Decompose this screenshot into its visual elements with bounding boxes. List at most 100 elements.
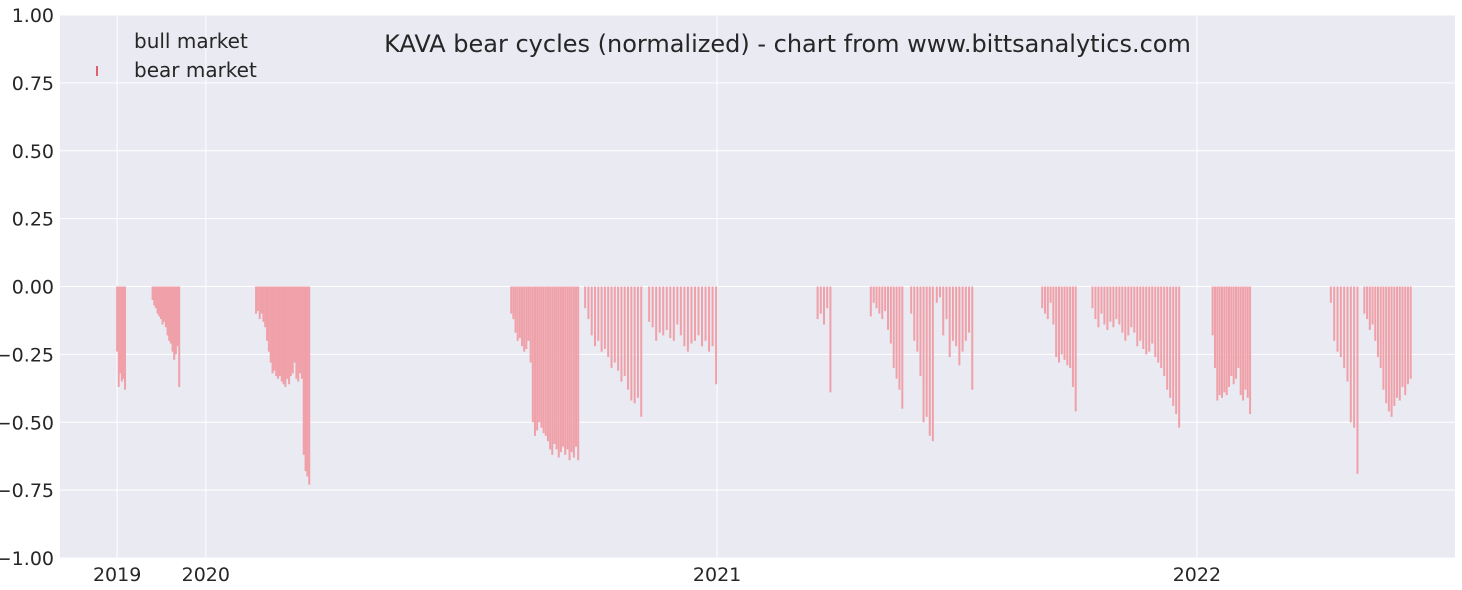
bear-bar: [1368, 286, 1371, 330]
bear-bar: [886, 286, 889, 330]
bear-bar: [1221, 286, 1224, 398]
bear-bar: [1239, 286, 1242, 396]
bear-bar: [1387, 286, 1390, 412]
bear-bar: [704, 286, 707, 341]
bear-bar: [648, 286, 651, 322]
bear-bar: [1069, 286, 1072, 368]
bear-bar: [255, 286, 258, 314]
bear-bar: [945, 286, 948, 320]
bear-bar: [533, 286, 536, 436]
bear-bar: [683, 286, 686, 347]
bear-bar: [676, 286, 679, 325]
y-tick-label: −1.00: [0, 548, 54, 570]
bear-bar: [282, 286, 285, 385]
bear-bar: [1246, 286, 1249, 398]
bear-bar: [655, 286, 658, 341]
y-tick-label: 0.00: [12, 277, 54, 299]
bear-bar: [1376, 286, 1379, 358]
bear-bar: [302, 286, 305, 455]
bear-bar: [701, 286, 704, 347]
bear-bar: [286, 286, 289, 379]
y-axis: 1.00 0.75 0.50 0.25 0.00 −0.25 −0.50 −0.75 −1.00: [0, 5, 54, 570]
bear-bar: [262, 286, 265, 322]
bear-bar: [633, 286, 636, 404]
bear-bar: [271, 286, 274, 374]
bear-bar: [572, 286, 575, 458]
bear-bar: [555, 286, 558, 450]
x-tick-label: 2019: [93, 564, 141, 586]
bear-bar: [1175, 286, 1178, 415]
bear-bar: [295, 286, 298, 379]
bear-bar: [1091, 286, 1094, 309]
bear-bar: [875, 286, 878, 309]
bear-bar: [971, 286, 974, 390]
bear-bar: [1374, 286, 1377, 341]
bear-bar: [562, 286, 565, 447]
bear-bar: [1071, 286, 1074, 387]
bear-bar: [617, 286, 620, 371]
bear-bar: [1379, 286, 1382, 368]
bear-bar: [300, 286, 303, 379]
bear-bar: [1124, 286, 1127, 341]
bear-bar: [1382, 286, 1385, 390]
bear-bar: [910, 286, 913, 314]
bear-bar: [590, 286, 593, 336]
bear-bar: [1136, 286, 1139, 347]
bear-bar: [715, 286, 718, 385]
bear-bar: [693, 286, 696, 341]
bear-bar: [1049, 286, 1052, 303]
bear-bar: [672, 286, 675, 341]
bear-bar: [1396, 286, 1399, 398]
bear-bar: [1404, 286, 1407, 396]
bear-bar: [651, 286, 654, 328]
bear-bar: [1242, 286, 1245, 401]
bear-bar: [546, 286, 549, 442]
legend: bull market bear market: [96, 29, 257, 82]
bear-bar: [1223, 286, 1226, 393]
bear-bar: [544, 286, 547, 436]
bear-bar: [168, 286, 171, 341]
bear-bar: [961, 286, 964, 352]
bear-bar: [258, 286, 261, 320]
bear-bar: [1112, 286, 1115, 328]
bear-bar: [299, 286, 302, 374]
bear-bar: [1130, 286, 1133, 328]
bear-bar: [1106, 286, 1109, 330]
bear-bar: [1074, 286, 1077, 412]
bear-bar: [711, 286, 714, 347]
bear-bar: [1169, 286, 1172, 398]
bear-bar: [1157, 286, 1160, 363]
bear-bar: [1228, 286, 1231, 387]
bear-bar: [1151, 286, 1154, 344]
bear-bar: [1232, 286, 1235, 385]
bear-bar: [872, 286, 875, 303]
bear-bar: [1211, 286, 1214, 336]
bear-bar: [1046, 286, 1049, 320]
bear-bar: [658, 286, 661, 333]
bear-bars: [116, 286, 1412, 485]
bear-bar: [549, 286, 552, 450]
bear-bar: [1145, 286, 1148, 355]
bear-bar: [1109, 286, 1112, 322]
bear-bar: [942, 286, 945, 336]
bear-bar: [1063, 286, 1066, 360]
bear-bar: [686, 286, 689, 352]
bear-bar: [913, 286, 916, 341]
bear-bar: [570, 286, 573, 453]
bear-bar: [275, 286, 278, 377]
bear-bar: [928, 286, 931, 436]
bear-bar: [1366, 286, 1369, 320]
bear-bar: [297, 286, 300, 382]
bear-bar: [308, 286, 311, 485]
bear-bar: [968, 286, 971, 333]
bear-bar: [1225, 286, 1228, 396]
bear-bar: [531, 286, 534, 423]
bear-bar: [289, 286, 292, 377]
bear-bar: [1409, 286, 1412, 379]
bear-bar: [557, 286, 560, 458]
bear-bar: [584, 286, 587, 309]
bear-bar: [164, 286, 167, 328]
bear-bar: [630, 286, 633, 401]
bear-bar: [154, 286, 157, 309]
